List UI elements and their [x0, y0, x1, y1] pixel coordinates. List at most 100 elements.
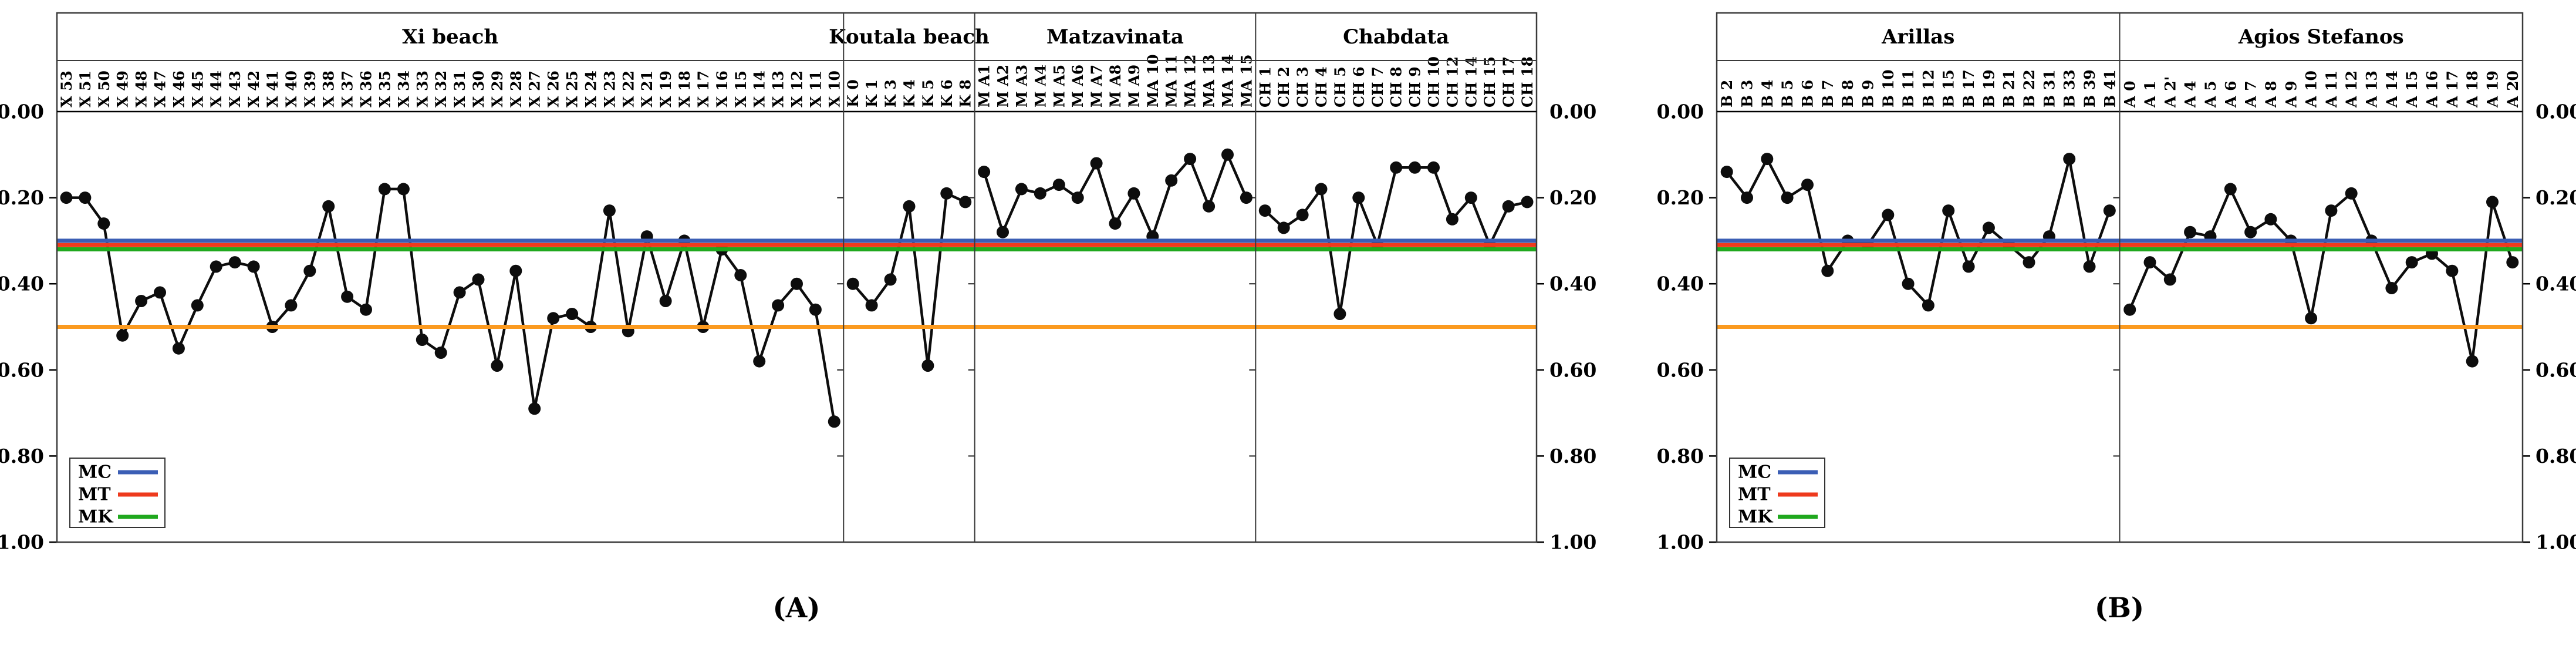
- data-point: [1221, 148, 1234, 161]
- data-point: [1352, 191, 1365, 204]
- data-point: [360, 303, 372, 316]
- x-tick-label: B 3: [1739, 80, 1756, 107]
- data-point: [2305, 312, 2318, 325]
- x-tick-label: MA 12: [1182, 54, 1199, 107]
- x-tick-label: MA 14: [1220, 54, 1237, 107]
- x-tick-label: A 18: [2464, 70, 2481, 108]
- y-tick-label: 1.00: [2536, 531, 2576, 554]
- x-tick-label: X 23: [601, 70, 618, 107]
- data-point: [921, 359, 934, 372]
- data-point: [116, 329, 129, 342]
- x-tick-label: A 2': [2162, 76, 2179, 108]
- section-title: Koutala beach: [829, 25, 990, 49]
- x-tick-label: X 29: [489, 70, 506, 107]
- data-point: [228, 256, 241, 269]
- data-point: [2446, 264, 2459, 277]
- x-tick-label: CH 5: [1332, 66, 1349, 107]
- data-point: [2385, 282, 2398, 294]
- data-point: [1409, 161, 1422, 174]
- x-tick-label: X 46: [170, 70, 187, 107]
- panel-a-caption: (A): [772, 592, 821, 624]
- x-tick-label: B 31: [2041, 69, 2058, 107]
- x-tick-label: CH 9: [1407, 66, 1424, 107]
- x-tick-label: X 22: [620, 70, 637, 107]
- x-tick-label: X 48: [133, 70, 150, 107]
- data-point: [453, 286, 466, 299]
- data-point: [2083, 260, 2096, 273]
- x-tick-label: CH 10: [1426, 56, 1443, 107]
- data-point: [547, 312, 560, 325]
- x-tick-label: K 0: [845, 79, 862, 107]
- data-point: [135, 295, 148, 307]
- data-point: [2325, 204, 2338, 217]
- data-point: [1390, 161, 1403, 174]
- data-point: [1942, 204, 1955, 217]
- x-tick-label: B 2: [1719, 80, 1736, 107]
- data-point: [1982, 221, 1995, 234]
- section-title: Matzavinata: [1046, 25, 1184, 49]
- x-tick-label: A 12: [2343, 70, 2360, 108]
- x-tick-label: A 13: [2364, 70, 2381, 108]
- x-tick-label: K 3: [882, 79, 899, 107]
- x-tick-label: B 5: [1779, 80, 1796, 107]
- data-point: [1464, 191, 1477, 204]
- x-tick-label: M A2: [995, 65, 1012, 107]
- x-tick-label: X 10: [826, 70, 843, 107]
- data-point: [1801, 179, 1814, 191]
- x-tick-label: M A5: [1051, 65, 1068, 107]
- data-point: [603, 204, 616, 217]
- y-tick-label: 0.80: [0, 445, 44, 468]
- x-tick-label: X 30: [470, 70, 487, 107]
- data-point: [1015, 183, 1028, 196]
- x-tick-label: A 15: [2403, 70, 2420, 108]
- y-tick-label: 0.20: [1657, 186, 1704, 209]
- x-tick-label: B 41: [2101, 69, 2118, 107]
- data-point: [1962, 260, 1975, 273]
- x-tick-label: B 15: [1940, 69, 1957, 107]
- y-tick-label: 0.00: [0, 100, 44, 123]
- y-tick-label: 0.80: [2536, 445, 2576, 468]
- y-tick-label: 0.00: [2536, 100, 2576, 123]
- x-tick-label: X 44: [208, 70, 225, 107]
- y-tick-label: 0.40: [2536, 273, 2576, 295]
- x-tick-label: A 11: [2323, 70, 2340, 108]
- data-point: [1071, 191, 1084, 204]
- data-point: [1821, 264, 1834, 277]
- x-tick-label: X 13: [770, 70, 787, 107]
- data-point: [1240, 191, 1252, 204]
- data-point: [753, 355, 766, 368]
- x-tick-label: X 40: [283, 70, 300, 107]
- x-tick-label: X 38: [320, 70, 337, 107]
- x-tick-label: X 17: [695, 70, 712, 107]
- data-point: [1034, 187, 1046, 200]
- x-tick-label: X 14: [751, 70, 768, 107]
- panel-frame: [56, 12, 1538, 543]
- x-tick-label: X 24: [583, 70, 600, 107]
- x-tick-label: A 17: [2444, 70, 2461, 108]
- y-tick-label: 1.00: [1657, 531, 1704, 554]
- data-point: [1521, 196, 1534, 209]
- x-tick-label: A 4: [2182, 81, 2199, 109]
- x-tick-label: K 5: [920, 79, 937, 107]
- x-tick-label: A 16: [2424, 70, 2441, 108]
- x-tick-label: A 5: [2202, 81, 2219, 109]
- data-point: [191, 299, 204, 312]
- data-point: [1761, 153, 1774, 166]
- section-title: Agios Stefanos: [2238, 25, 2404, 49]
- x-tick-label: X 12: [789, 70, 806, 107]
- data-point: [1315, 183, 1328, 196]
- x-tick-label: A 20: [2504, 70, 2521, 108]
- x-tick-label: M A1: [976, 65, 993, 107]
- data-point: [378, 183, 391, 196]
- y-tick-label: 0.60: [0, 358, 44, 381]
- data-point: [978, 166, 991, 179]
- x-tick-label: MA 13: [1201, 54, 1218, 107]
- y-tick-label: 0.60: [2536, 358, 2576, 381]
- data-point: [791, 277, 803, 290]
- data-point: [809, 303, 822, 316]
- data-point: [1052, 179, 1065, 191]
- data-point: [1882, 209, 1895, 221]
- data-point: [303, 264, 316, 277]
- x-tick-label: X 25: [564, 70, 581, 107]
- x-tick-label: K 4: [901, 79, 918, 107]
